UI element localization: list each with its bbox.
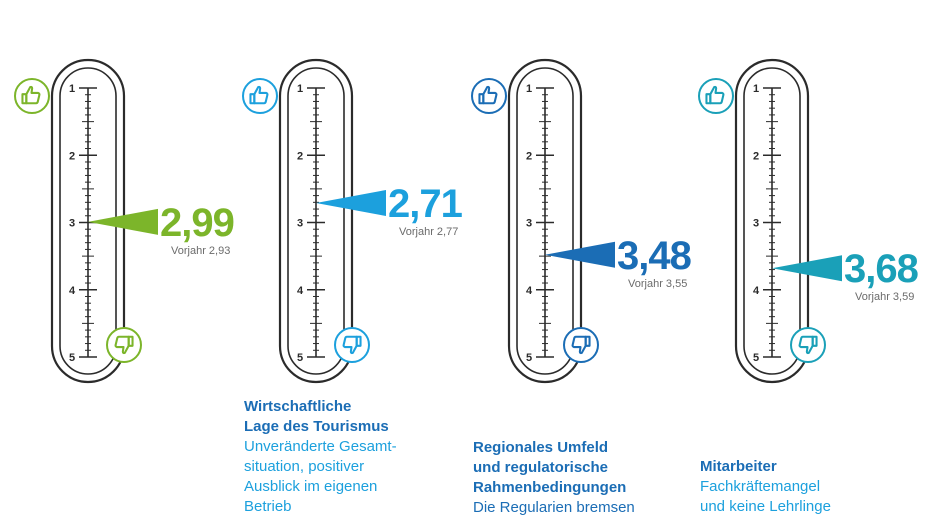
tick-label: 3: [753, 218, 759, 230]
gauge-3: 1 2 3 4 5 3,48 Vorjahr 3,55 Regionales Umfeld un…: [457, 0, 692, 516]
caption-title: Mitarbeiter: [700, 458, 777, 475]
tick-label: 3: [526, 218, 532, 230]
thumbs-down-icon: [106, 327, 142, 363]
caption-description: und keine Lehrlinge: [700, 498, 831, 515]
previous-year-label: Vorjahr 2,77: [399, 225, 459, 238]
previous-year-label: Vorjahr 3,59: [855, 291, 915, 304]
thumbs-up-icon: [471, 78, 507, 114]
tick-label: 4: [753, 285, 760, 297]
gauge-1: 1 2 3 4 5 2,99 Vorjahr 2,93: [0, 0, 235, 511]
tick-label: 4: [526, 285, 533, 297]
caption-description: Unveränderte Gesamt-: [244, 438, 397, 455]
caption-description: Betrieb: [244, 498, 292, 515]
caption-title: Regionales Umfeld: [473, 439, 609, 456]
previous-year-label: Vorjahr 3,55: [628, 277, 688, 290]
previous-year-label: Vorjahr 2,93: [171, 244, 231, 257]
value-label: 3,48: [617, 233, 692, 278]
caption-description: Die Regularien bremsen: [473, 499, 635, 516]
value-pointer: [316, 189, 386, 216]
tick-label: 5: [526, 352, 532, 364]
tick-label: 2: [753, 150, 759, 162]
thumbs-down-icon: [790, 327, 826, 363]
tick-label: 2: [297, 150, 303, 162]
tick-label: 4: [69, 285, 76, 297]
tick-label: 4: [297, 285, 304, 297]
tick-label: 5: [297, 352, 303, 364]
caption-description: situation, positiver: [244, 458, 365, 475]
value-label: 2,71: [388, 181, 463, 226]
caption-title: Lage des Tourismus: [244, 418, 389, 435]
tick-label: 1: [526, 83, 532, 95]
caption-description: Ausblick im eigenen: [244, 478, 378, 495]
tick-label: 1: [297, 83, 303, 95]
tick-label: 1: [753, 83, 759, 95]
tick-label: 3: [69, 218, 75, 230]
tick-label: 5: [69, 352, 75, 364]
thumbs-up-icon: [242, 78, 278, 114]
tick-label: 5: [753, 352, 759, 364]
tick-label: 2: [69, 150, 75, 162]
value-pointer: [772, 255, 842, 282]
caption-title: Rahmenbedingungen: [473, 479, 627, 496]
gauge-caption: Mitarbeiter Fachkräftemangel und keine Leh…: [700, 457, 900, 517]
value-label: 3,68: [844, 247, 919, 292]
gauge-caption: Regionales Umfeld und regulatorische Rahme…: [473, 438, 673, 518]
thumbs-down-icon: [334, 327, 370, 363]
gauge-caption: Wirtschaftliche Lage des Tourismus Unverän…: [244, 397, 444, 517]
tick-label: 1: [69, 83, 75, 95]
value-label: 2,99: [160, 200, 235, 245]
gauge-4: 1 2 3 4 5 3,68 Vorjahr 3,59 Mitarbeiter Fachkräf…: [684, 0, 919, 515]
caption-description: Fachkräftemangel: [700, 478, 821, 495]
tick-label: 2: [526, 150, 532, 162]
thumbs-down-icon: [563, 327, 599, 363]
thumbs-up-icon: [14, 78, 50, 114]
caption-title: und regulatorische: [473, 459, 609, 476]
caption-title: Wirtschaftliche: [244, 398, 352, 415]
gauge-2: 1 2 3 4 5 2,71 Vorjahr 2,77 Wirtschaftliche Lage…: [228, 0, 463, 515]
value-pointer: [545, 241, 615, 268]
thumbs-up-icon: [698, 78, 734, 114]
tick-label: 3: [297, 218, 303, 230]
value-pointer: [88, 208, 158, 235]
